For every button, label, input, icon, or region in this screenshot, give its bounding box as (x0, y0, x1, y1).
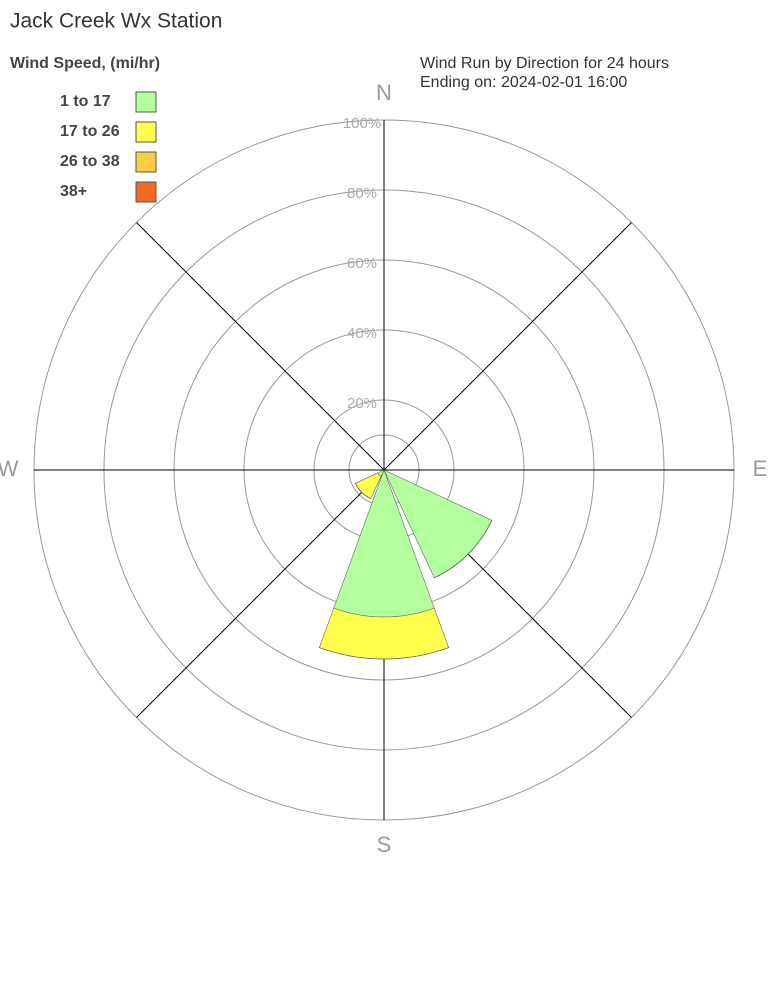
spoke (383, 222, 632, 471)
legend-label: 1 to 17 (60, 93, 111, 110)
legend-swatch (135, 151, 157, 173)
spoke (136, 222, 385, 471)
subtitle: Wind Run by Direction for 24 hours (420, 55, 669, 72)
legend-title: Wind Speed, (mi/hr) (10, 55, 160, 72)
r-tick-label: 40% (347, 325, 377, 342)
legend-swatch (135, 181, 157, 203)
spoke (136, 469, 385, 718)
r-tick-label: 100% (343, 115, 381, 132)
legend-swatch (135, 91, 157, 113)
chart-title: Jack Creek Wx Station (10, 10, 222, 33)
r-tick-label: 20% (347, 395, 377, 412)
legend-label: 26 to 38 (60, 153, 120, 170)
legend-swatch (135, 121, 157, 143)
r-tick-label: 60% (347, 255, 377, 272)
legend-label: 38+ (60, 183, 87, 200)
r-tick-label: 80% (347, 185, 377, 202)
subtitle: Ending on: 2024-02-01 16:00 (420, 74, 627, 91)
compass-label: E (753, 456, 768, 481)
compass-label: W (0, 456, 19, 481)
legend-label: 17 to 26 (60, 123, 120, 140)
wedge (434, 520, 493, 579)
compass-label: N (376, 80, 392, 105)
compass-label: S (377, 832, 392, 857)
